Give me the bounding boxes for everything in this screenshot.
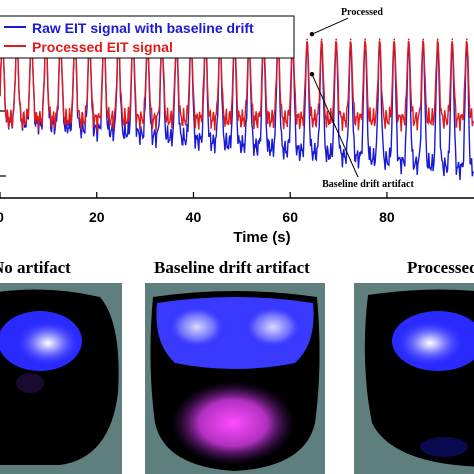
panel-title-baseline-drift: Baseline drift artifact [154,258,310,277]
eit-image-baseline-drift [145,283,325,474]
data-point [306,38,308,41]
annotation-arrow [311,73,359,178]
annotation-arrow [311,17,349,35]
series-line-processed [0,40,474,132]
data-point [335,38,337,41]
eit-image-no-artifact [0,283,122,474]
annotation-label: Baseline drift artifact [322,179,414,190]
x-tick-label: 40 [186,209,202,225]
data-point [451,38,454,41]
annotation-marker [309,31,315,37]
data-point [393,38,395,41]
x-tick-label: 80 [379,209,395,225]
x-tick-label: 20 [89,209,105,225]
eit-time-series-chart: 020406080 No artifactProcessedBaseline d… [0,7,474,246]
data-point [364,38,366,41]
x-tick-label: 60 [282,209,298,225]
panel-title-no-artifact: No artifact [0,258,71,277]
panel-title-processed: Processed [407,258,474,277]
legend-label-raw: Raw EIT signal with baseline drift [32,20,254,36]
annotation-label: Processed [341,7,383,18]
x-axis-label: Time (s) [233,229,290,246]
annotation-marker [309,72,315,77]
data-point [422,38,425,41]
legend: Raw EIT signal with baseline drift Proce… [0,15,295,59]
data-point [378,38,381,41]
data-point [407,38,410,41]
data-point [349,38,352,41]
data-point [320,38,323,41]
x-tick-label: 0 [0,209,4,225]
legend-box [0,15,295,59]
data-point [436,38,439,41]
eit-image-processed [354,283,474,474]
data-point [465,38,468,41]
legend-label-processed: Processed EIT signal [32,39,173,55]
